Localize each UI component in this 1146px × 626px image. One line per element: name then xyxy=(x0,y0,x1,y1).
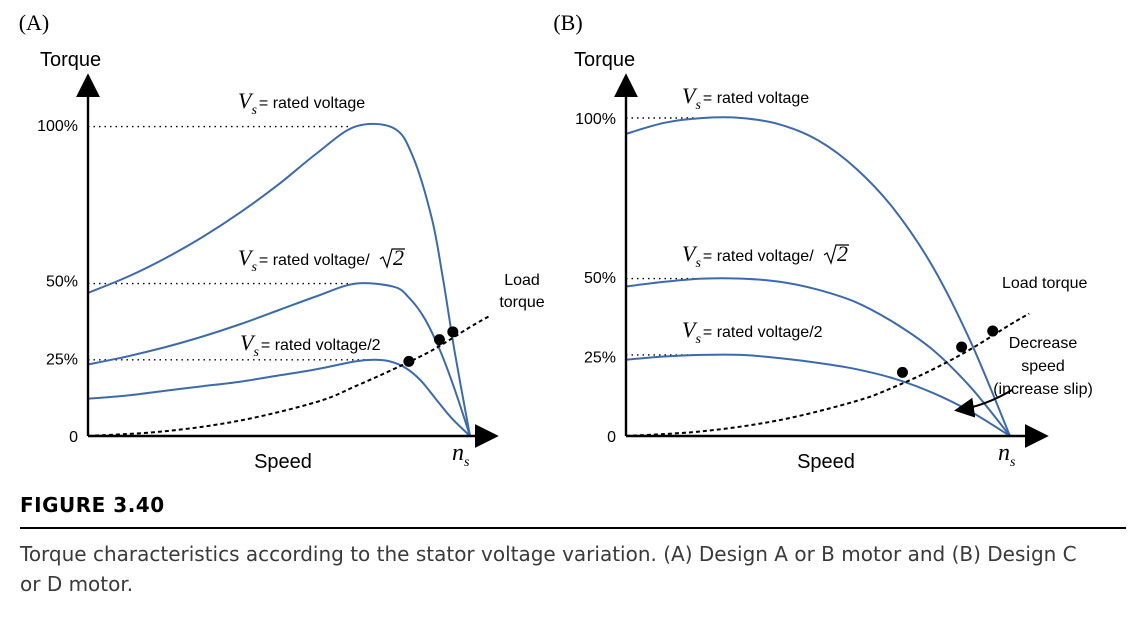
curve-label: Vs = rated voltage xyxy=(682,83,809,113)
y-tick-label: 50% xyxy=(584,270,616,287)
figure-number: FIGURE 3.40 xyxy=(20,493,165,517)
panel-b: (B) Torque Speed ns 100% 50% 25% 0 Vs = rated vol… xyxy=(553,10,1092,473)
curve-label: Vs = rated voltage/2 xyxy=(682,317,823,347)
caption-text: Torque characteristics according to the … xyxy=(20,542,1077,596)
panel-label: (B) xyxy=(553,10,582,35)
radical-sign xyxy=(379,248,405,269)
torque-curve xyxy=(625,277,1011,437)
load-torque-label: torque xyxy=(499,294,544,311)
torque-curve xyxy=(87,122,471,437)
x-axis-title: Speed xyxy=(254,451,312,473)
curve-label: Vs = rated voltage/ xyxy=(682,241,814,271)
curve-label: Vs = rated voltage/2 xyxy=(240,330,381,360)
y-axis-title: Torque xyxy=(40,49,101,71)
annotation-text: Decrease xyxy=(1009,335,1078,352)
y-tick-label: 25% xyxy=(46,351,78,368)
operating-point xyxy=(403,355,415,367)
y-tick-label: 0 xyxy=(607,429,616,446)
torque-curve xyxy=(625,116,1011,437)
curve-label: Vs = rated voltage/ xyxy=(238,245,370,275)
y-tick-label: 25% xyxy=(584,350,616,367)
radicand: 2 xyxy=(837,241,848,266)
operating-point xyxy=(987,325,999,337)
sync-speed-label: ns xyxy=(452,440,470,470)
annotation-text: speed xyxy=(1021,358,1065,375)
panel-a: (A) Torque Speed ns 100% 50% 25% 0 Vs = rated vol… xyxy=(19,10,545,473)
load-torque-label: Load torque xyxy=(1002,275,1088,292)
figure-caption: FIGURE 3.40 Torque characteristics accor… xyxy=(20,493,1130,599)
decrease-speed-arrow xyxy=(954,389,1013,418)
operating-point xyxy=(956,341,968,353)
figure: (A) Torque Speed ns 100% 50% 25% 0 Vs = rated vol… xyxy=(19,10,1093,473)
y-tick-label: 50% xyxy=(46,274,78,291)
y-tick-label: 0 xyxy=(69,429,78,446)
operating-point xyxy=(896,366,908,378)
y-tick-label: 100% xyxy=(575,111,616,128)
x-axis-title: Speed xyxy=(797,451,855,473)
load-torque-curve xyxy=(87,315,490,437)
torque-curve xyxy=(625,353,1011,437)
y-axis-title: Torque xyxy=(574,49,635,71)
operating-point xyxy=(433,334,445,346)
operating-point xyxy=(447,326,459,338)
radical-sign xyxy=(823,244,849,265)
sync-speed-label: ns xyxy=(998,440,1016,470)
y-tick-label: 100% xyxy=(37,118,78,135)
panel-label: (A) xyxy=(19,10,50,35)
load-torque-label: Load xyxy=(504,272,540,289)
load-torque-curve xyxy=(625,312,1030,437)
torque-curve xyxy=(87,358,471,437)
radicand: 2 xyxy=(393,245,404,270)
annotation-text: (increase slip) xyxy=(993,381,1093,398)
curve-label: Vs = rated voltage xyxy=(238,88,365,118)
caption-divider xyxy=(20,527,1126,529)
